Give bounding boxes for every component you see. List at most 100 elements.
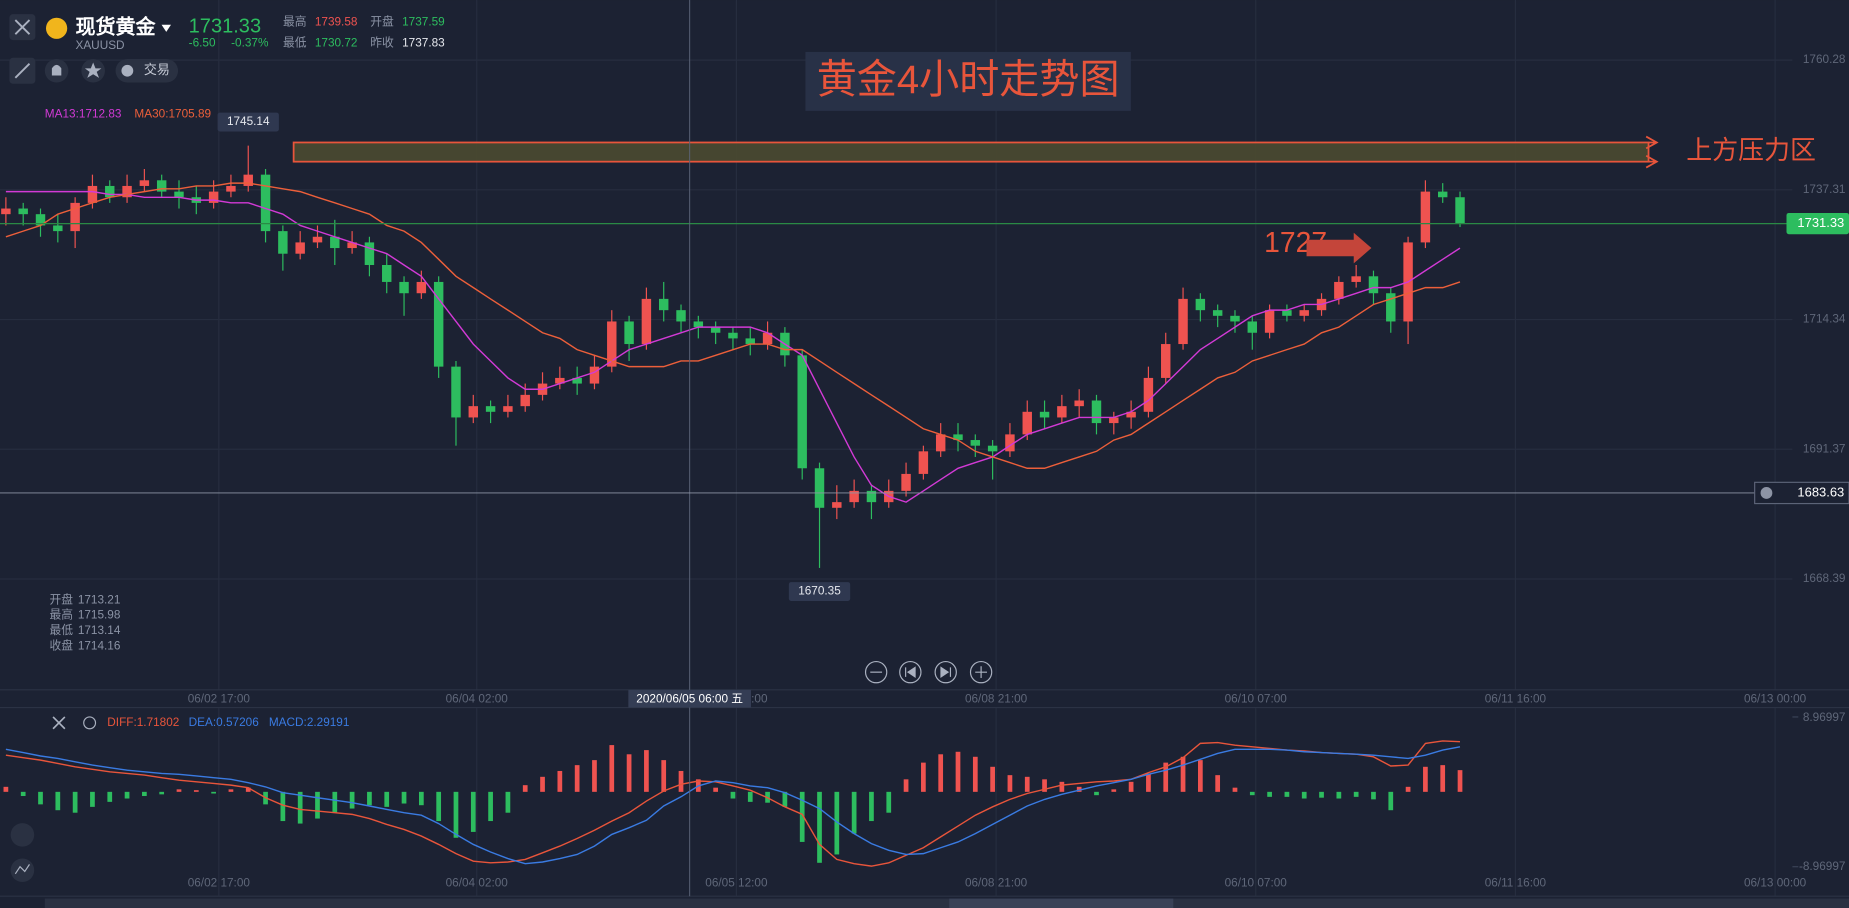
candle-body — [935, 434, 946, 452]
candle-body — [901, 473, 911, 491]
title-box — [805, 51, 1131, 111]
macd-bar — [851, 791, 857, 834]
candle-body — [762, 332, 773, 345]
macd-bar — [834, 791, 840, 855]
candle-body — [1264, 310, 1275, 333]
candle-body — [1386, 293, 1396, 322]
macd-bar — [159, 791, 165, 795]
candle-body — [70, 202, 80, 232]
candle-body — [347, 242, 357, 249]
end-icon — [940, 666, 952, 678]
macd-bar — [1076, 786, 1082, 792]
y-tick-label: 8.96997 — [1803, 711, 1846, 724]
candle-body — [728, 332, 738, 339]
settings-button[interactable] — [83, 716, 97, 730]
macd-bar — [470, 791, 476, 832]
to-end-button[interactable] — [934, 660, 957, 684]
macd-bar — [1059, 781, 1065, 792]
indicator-button[interactable] — [10, 858, 35, 883]
candle-body — [624, 321, 634, 345]
indicator-button[interactable] — [10, 823, 35, 847]
macd-bar — [1267, 791, 1272, 797]
instrument-name[interactable]: 现货黄金 — [75, 15, 156, 39]
candle-body — [710, 327, 721, 333]
candle-body — [1109, 417, 1119, 424]
macd-bar — [921, 762, 926, 792]
candle-body — [1057, 406, 1067, 418]
x-tick-label: 06/08 21:00 — [965, 876, 1028, 889]
macd-bar — [176, 789, 182, 792]
candle-body — [866, 490, 877, 503]
candle-body — [1178, 298, 1188, 345]
zoom-out-button[interactable] — [864, 660, 888, 684]
x-tick-label: 06/13 00:00 — [1744, 876, 1807, 889]
macd-bar — [1284, 791, 1290, 797]
candle-body — [105, 185, 115, 198]
macd-line — [5, 740, 1461, 867]
legend-ma13: MA13:1712.83 — [45, 107, 122, 120]
macd-bar — [20, 791, 26, 797]
candle-body — [278, 231, 288, 254]
zoom-in-button[interactable] — [969, 660, 993, 684]
ohlc-value: 1715.98 — [78, 609, 121, 622]
candle-body — [295, 242, 305, 254]
low-label-box — [788, 582, 851, 601]
candle-body — [382, 264, 392, 282]
candle-body — [745, 338, 755, 345]
candle-body — [676, 310, 686, 322]
candle-body — [1143, 377, 1154, 412]
pressure-zone — [292, 141, 1650, 163]
legend-ma30: MA30:1705.89 — [134, 107, 211, 120]
macd-bar — [903, 779, 909, 792]
legend-dea: DEA:0.57206 — [189, 716, 260, 729]
macd-bar — [90, 791, 95, 807]
low-label: 1670.35 — [798, 585, 841, 598]
last-price-tag — [1786, 212, 1849, 235]
candle-body — [364, 242, 375, 265]
macd-bar — [522, 785, 528, 792]
macd-bar — [713, 787, 719, 792]
stat-label: 昨收 — [370, 36, 394, 50]
candle-body — [589, 366, 600, 384]
stat-value: 1737.59 — [402, 16, 445, 29]
close-indicator-button[interactable] — [52, 716, 66, 730]
y-tick-label: 1714.34 — [1803, 313, 1846, 326]
x-tick-label: 06/08 21:00 — [965, 692, 1028, 705]
macd-bar — [38, 791, 43, 805]
candle-body — [607, 321, 617, 367]
candle-body — [1420, 191, 1431, 243]
macd-bar — [574, 765, 580, 792]
candle-body — [1437, 191, 1448, 198]
ma-line — [5, 190, 1461, 503]
candle-body — [1161, 344, 1171, 378]
x-tick-label: 06/10 07:00 — [1225, 692, 1288, 705]
macd-bar — [315, 791, 320, 819]
macd-bar — [1094, 791, 1099, 796]
scrollbar-thumb[interactable] — [949, 898, 1174, 908]
trade-label[interactable]: 交易 — [144, 62, 170, 77]
dropdown-arrow[interactable] — [161, 24, 171, 32]
macd-bar — [1301, 791, 1307, 799]
ohlc-label: 收盘 — [50, 638, 74, 652]
price-change: -6.50 — [189, 37, 216, 50]
macd-bar — [799, 791, 805, 842]
scrollbar[interactable] — [44, 898, 1849, 908]
chart-title: 黄金4小时走势图 — [817, 58, 1120, 102]
candle-body — [555, 377, 565, 384]
macd-bar — [557, 770, 563, 792]
candle-body — [174, 191, 184, 198]
candle-body — [1022, 411, 1032, 435]
candle-body — [832, 502, 842, 508]
plus-icon — [975, 666, 987, 679]
to-start-button[interactable] — [899, 660, 922, 684]
macd-bar — [124, 791, 130, 799]
last-price: 1731.33 — [189, 15, 261, 37]
candle-body — [797, 355, 807, 469]
macd-bar — [644, 750, 649, 792]
trade-button[interactable] — [115, 58, 179, 83]
macd-bar — [245, 787, 251, 792]
macd-bar — [418, 791, 424, 806]
candle-body — [330, 236, 340, 249]
